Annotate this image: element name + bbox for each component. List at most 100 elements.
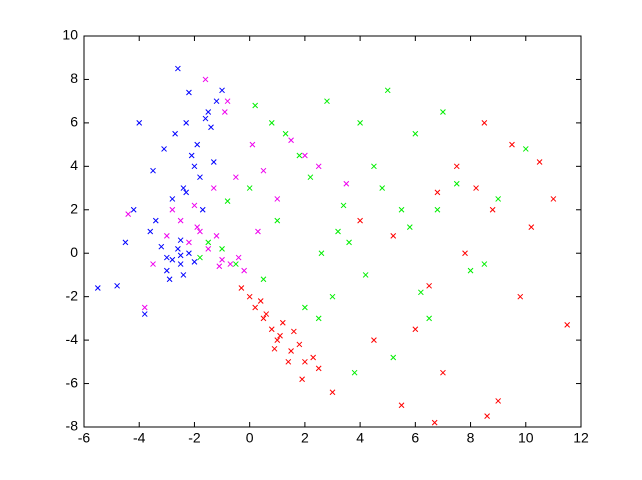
- point: [390, 232, 397, 239]
- point: [252, 304, 259, 311]
- point: [371, 337, 377, 343]
- point: [216, 263, 223, 270]
- point: [161, 146, 167, 152]
- point: [166, 276, 173, 283]
- y-tick-label: -2: [66, 287, 79, 303]
- point: [495, 398, 502, 404]
- point: [274, 217, 281, 224]
- point: [357, 120, 363, 126]
- point: [379, 185, 386, 191]
- y-tick-label: -8: [66, 418, 79, 434]
- point: [202, 76, 209, 83]
- point: [263, 311, 270, 317]
- point: [180, 185, 187, 191]
- point: [431, 419, 438, 426]
- point: [169, 206, 176, 213]
- point: [183, 189, 190, 196]
- point: [177, 237, 184, 244]
- point: [125, 211, 132, 217]
- point: [177, 261, 184, 267]
- point: [260, 167, 267, 174]
- point: [186, 239, 192, 246]
- point: [238, 285, 245, 291]
- point: [453, 180, 460, 187]
- point: [522, 146, 529, 152]
- point: [136, 120, 143, 126]
- point: [205, 109, 212, 115]
- point: [302, 152, 308, 159]
- point: [564, 322, 571, 328]
- point: [481, 261, 488, 267]
- point: [296, 152, 303, 159]
- point: [152, 217, 159, 224]
- point: [213, 232, 220, 239]
- point: [158, 243, 165, 250]
- point: [285, 358, 292, 365]
- x-tick-label: -6: [78, 430, 91, 446]
- point: [296, 341, 303, 348]
- point: [197, 254, 203, 261]
- point: [249, 141, 256, 148]
- point: [481, 120, 488, 126]
- point: [315, 315, 322, 322]
- point: [268, 120, 275, 126]
- point: [213, 98, 220, 105]
- point: [260, 315, 267, 322]
- point: [509, 141, 515, 148]
- point: [495, 196, 502, 202]
- point: [318, 250, 325, 257]
- x-tick-label: 10: [518, 430, 534, 446]
- x-tick-label: 6: [411, 430, 419, 446]
- point: [186, 89, 192, 96]
- point: [335, 228, 341, 235]
- point: [202, 115, 209, 122]
- point: [398, 206, 405, 213]
- point: [233, 174, 239, 181]
- point: [271, 345, 278, 352]
- point: [177, 217, 184, 224]
- point: [434, 206, 441, 213]
- point: [260, 276, 267, 283]
- point: [246, 185, 253, 191]
- point: [221, 109, 228, 115]
- point: [210, 159, 217, 165]
- point: [528, 224, 535, 231]
- point: [169, 196, 176, 202]
- point: [346, 239, 352, 246]
- point: [282, 130, 289, 137]
- point: [224, 198, 231, 204]
- point: [197, 228, 203, 235]
- y-tick-label: 0: [70, 244, 78, 260]
- point: [329, 293, 336, 300]
- point: [130, 206, 137, 213]
- x-tick-label: 8: [467, 430, 475, 446]
- x-tick-label: -4: [133, 430, 146, 446]
- point: [163, 267, 170, 274]
- point: [177, 252, 184, 259]
- point: [114, 282, 120, 289]
- point: [219, 246, 225, 252]
- point: [302, 304, 308, 311]
- point: [434, 189, 441, 196]
- point: [362, 272, 369, 278]
- point: [252, 102, 259, 109]
- x-tick-label: 12: [573, 430, 589, 446]
- point: [384, 87, 391, 94]
- x-tick-label: 2: [301, 430, 309, 446]
- point: [163, 232, 170, 239]
- point: [208, 124, 214, 131]
- point: [307, 174, 314, 181]
- point: [412, 130, 419, 137]
- point: [550, 196, 557, 202]
- point: [290, 328, 297, 335]
- point: [357, 217, 363, 224]
- plot-area: [83, 35, 582, 428]
- point: [489, 206, 496, 213]
- point: [219, 256, 225, 263]
- point: [371, 163, 377, 170]
- point: [199, 206, 206, 213]
- point: [406, 224, 413, 231]
- point: [205, 239, 212, 246]
- point: [210, 185, 217, 191]
- y-tick-label: -6: [66, 374, 79, 390]
